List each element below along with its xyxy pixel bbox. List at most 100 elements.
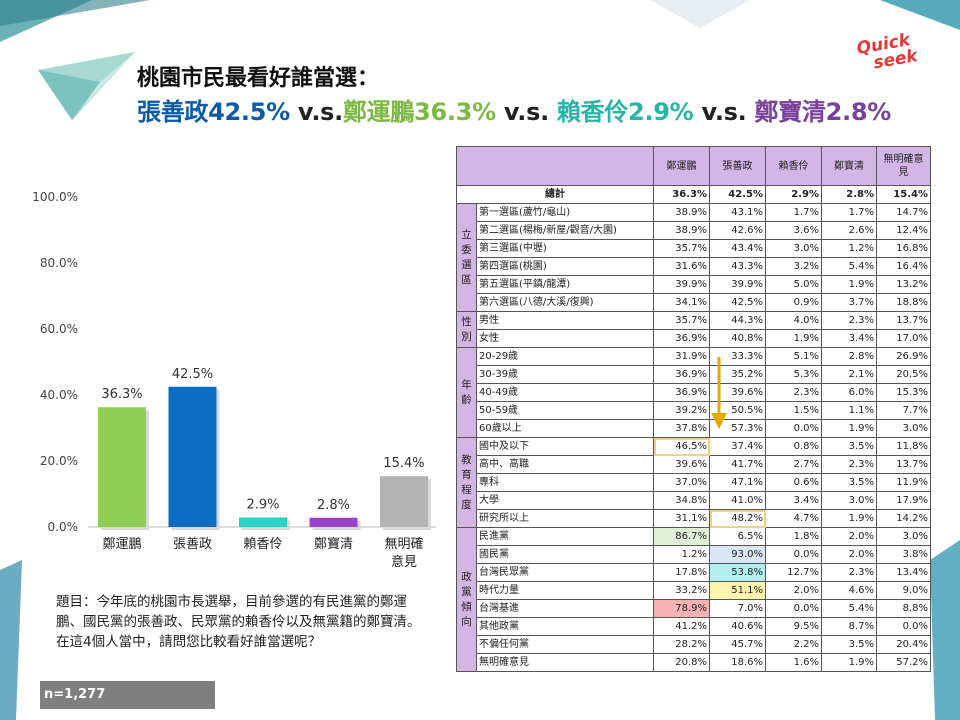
table-cell: 38.9% <box>653 203 710 222</box>
table-cell: 20.5% <box>876 365 931 384</box>
table-cell: 2.9% <box>765 185 822 204</box>
y-tick-label: 100.0% <box>32 190 78 204</box>
table-row: 研究所以上 31.1% 48.2% 4.7% 1.9% 14.2% <box>457 509 931 528</box>
table-cell: 20.4% <box>876 635 931 654</box>
group-label: 立委選區 <box>456 203 477 312</box>
table-cell: 12.4% <box>876 221 931 240</box>
table-row: 女性 36.9% 40.8% 1.9% 3.4% 17.0% <box>457 329 931 348</box>
table-row: 其他政黨 41.2% 40.6% 9.5% 8.7% 0.0% <box>457 617 931 636</box>
group-label: 年齡 <box>456 347 477 438</box>
table-row: 第六選區(八德/大溪/復興) 34.1% 42.5% 0.9% 3.7% 18.8% <box>457 293 931 312</box>
row-label: 40-49歲 <box>476 383 654 402</box>
table-cell: 5.3% <box>765 365 822 384</box>
y-tick-label: 80.0% <box>40 256 78 270</box>
table-cell: 0.0% <box>765 545 822 564</box>
row-label: 時代力量 <box>476 581 654 600</box>
table-cell: 1.9% <box>821 509 877 528</box>
row-label: 台灣民眾黨 <box>476 563 654 582</box>
table-cell: 3.0% <box>765 239 822 258</box>
table-cell: 43.4% <box>709 239 766 258</box>
table-cell: 36.9% <box>653 365 710 384</box>
table-cell: 4.7% <box>765 509 822 528</box>
data-label: 2.9% <box>246 497 279 512</box>
table-cell: 36.3% <box>653 185 710 204</box>
table-cell: 16.8% <box>876 239 931 258</box>
table-cell: 1.9% <box>821 419 877 438</box>
y-tick-label: 20.0% <box>40 454 78 468</box>
table-row: 台灣基進 78.9% 7.0% 0.0% 5.4% 8.8% <box>457 599 931 618</box>
table-cell: 5.4% <box>821 599 877 618</box>
table-cell: 34.1% <box>653 293 710 312</box>
table-cell: 7.0% <box>709 599 766 618</box>
table-cell: 3.2% <box>765 257 822 276</box>
table-cell: 2.8% <box>821 185 877 204</box>
subtitle-segment: 鄭運鵬36.3% <box>342 98 496 126</box>
table-row: 第二選區(楊梅/新屋/觀音/大園) 38.9% 42.6% 3.6% 2.6% 12.4% <box>457 221 931 240</box>
table-cell: 14.2% <box>876 509 931 528</box>
table-cell: 13.7% <box>876 311 931 330</box>
y-tick-label: 60.0% <box>40 322 78 336</box>
table-cell: 39.9% <box>709 275 766 294</box>
table-row: 性別男性 35.7% 44.3% 4.0% 2.3% 13.7% <box>456 311 931 348</box>
table-row: 30-39歲 36.9% 35.2% 5.3% 2.1% 20.5% <box>457 365 931 384</box>
table-row: 時代力量 33.2% 51.1% 2.0% 4.6% 9.0% <box>457 581 931 600</box>
row-label: 30-39歲 <box>476 365 654 384</box>
table-cell: 51.1% <box>709 581 766 600</box>
table-row: 不偏任何黨 28.2% 45.7% 2.2% 3.5% 20.4% <box>457 635 931 654</box>
table-row: 政黨傾向民進黨 86.7% 6.5% 1.8% 2.0% 3.0% <box>456 527 931 672</box>
table-cell: 1.1% <box>821 401 877 420</box>
bar <box>168 386 217 527</box>
row-label: 第三選區(中壢) <box>476 239 654 258</box>
data-label: 36.3% <box>101 387 142 402</box>
col-header: 無明確意見 <box>876 146 931 186</box>
table-cell: 3.0% <box>876 527 931 546</box>
table-cell: 4.0% <box>765 311 822 330</box>
table-cell: 1.7% <box>765 203 822 222</box>
table-cell: 1.9% <box>821 275 877 294</box>
table-cell: 78.9% <box>653 599 710 618</box>
category-label: 張善政 <box>173 536 212 552</box>
table-cell: 38.9% <box>653 221 710 240</box>
table-cell: 31.1% <box>653 509 710 528</box>
row-label: 高中、高職 <box>476 455 654 474</box>
col-header: 張善政 <box>709 146 766 186</box>
table-cell: 6.5% <box>709 527 766 546</box>
table-cell: 0.0% <box>765 419 822 438</box>
table-cell: 17.0% <box>876 329 931 348</box>
data-label: 42.5% <box>172 367 213 382</box>
bar-chart: 0.0% 20.0% 40.0% 60.0% 80.0% 100.0% 36.3% 鄭運鵬 42… <box>32 190 436 570</box>
table-cell: 2.2% <box>765 635 822 654</box>
table-cell: 28.2% <box>653 635 710 654</box>
category-label: 賴香伶 <box>243 537 282 552</box>
table-cell: 42.5% <box>709 185 766 204</box>
table-cell: 3.0% <box>821 491 877 510</box>
table-row: 第五選區(平鎮/龍潭) 39.9% 39.9% 5.0% 1.9% 13.2% <box>457 275 931 294</box>
table-cell: 41.0% <box>709 491 766 510</box>
page-subtitle: 張善政42.5% v.s.鄭運鵬36.3% v.s. 賴香伶2.9% v.s. … <box>137 92 891 127</box>
data-label: 2.8% <box>317 498 350 513</box>
bar <box>380 476 428 527</box>
table-row: 專科 37.0% 47.1% 0.6% 3.5% 11.9% <box>457 473 931 492</box>
bar <box>239 517 287 527</box>
table-total-row: 總計 36.3% 42.5% 2.9% 2.8% 15.4% <box>456 185 931 204</box>
question-text: 題目：今年底的桃園市長選舉，目前參選的有民進黨的鄭運鵬、國民黨的張善政、民眾黨的… <box>56 594 421 650</box>
row-label: 其他政黨 <box>476 617 654 636</box>
table-row: 無明確意見 20.8% 18.6% 1.6% 1.9% 57.2% <box>457 653 931 672</box>
table-cell: 7.7% <box>876 401 931 420</box>
table-cell: 39.2% <box>653 401 710 420</box>
table-cell: 1.2% <box>821 239 877 258</box>
table-cell: 11.8% <box>876 437 931 456</box>
table-cell: 0.6% <box>765 473 822 492</box>
table-cell: 31.6% <box>653 257 710 276</box>
table-cell: 46.5% <box>653 437 710 456</box>
row-label: 台灣基進 <box>476 599 654 618</box>
table-cell: 18.8% <box>876 293 931 312</box>
row-label: 第五選區(平鎮/龍潭) <box>476 275 654 294</box>
table-cell: 0.9% <box>765 293 822 312</box>
table-cell: 2.3% <box>821 563 877 582</box>
table-cell: 15.3% <box>876 383 931 402</box>
table-cell: 1.9% <box>765 329 822 348</box>
table-row: 40-49歲 36.9% 39.6% 2.3% 6.0% 15.3% <box>457 383 931 402</box>
table-cell: 2.7% <box>765 455 822 474</box>
row-label: 不偏任何黨 <box>476 635 654 654</box>
